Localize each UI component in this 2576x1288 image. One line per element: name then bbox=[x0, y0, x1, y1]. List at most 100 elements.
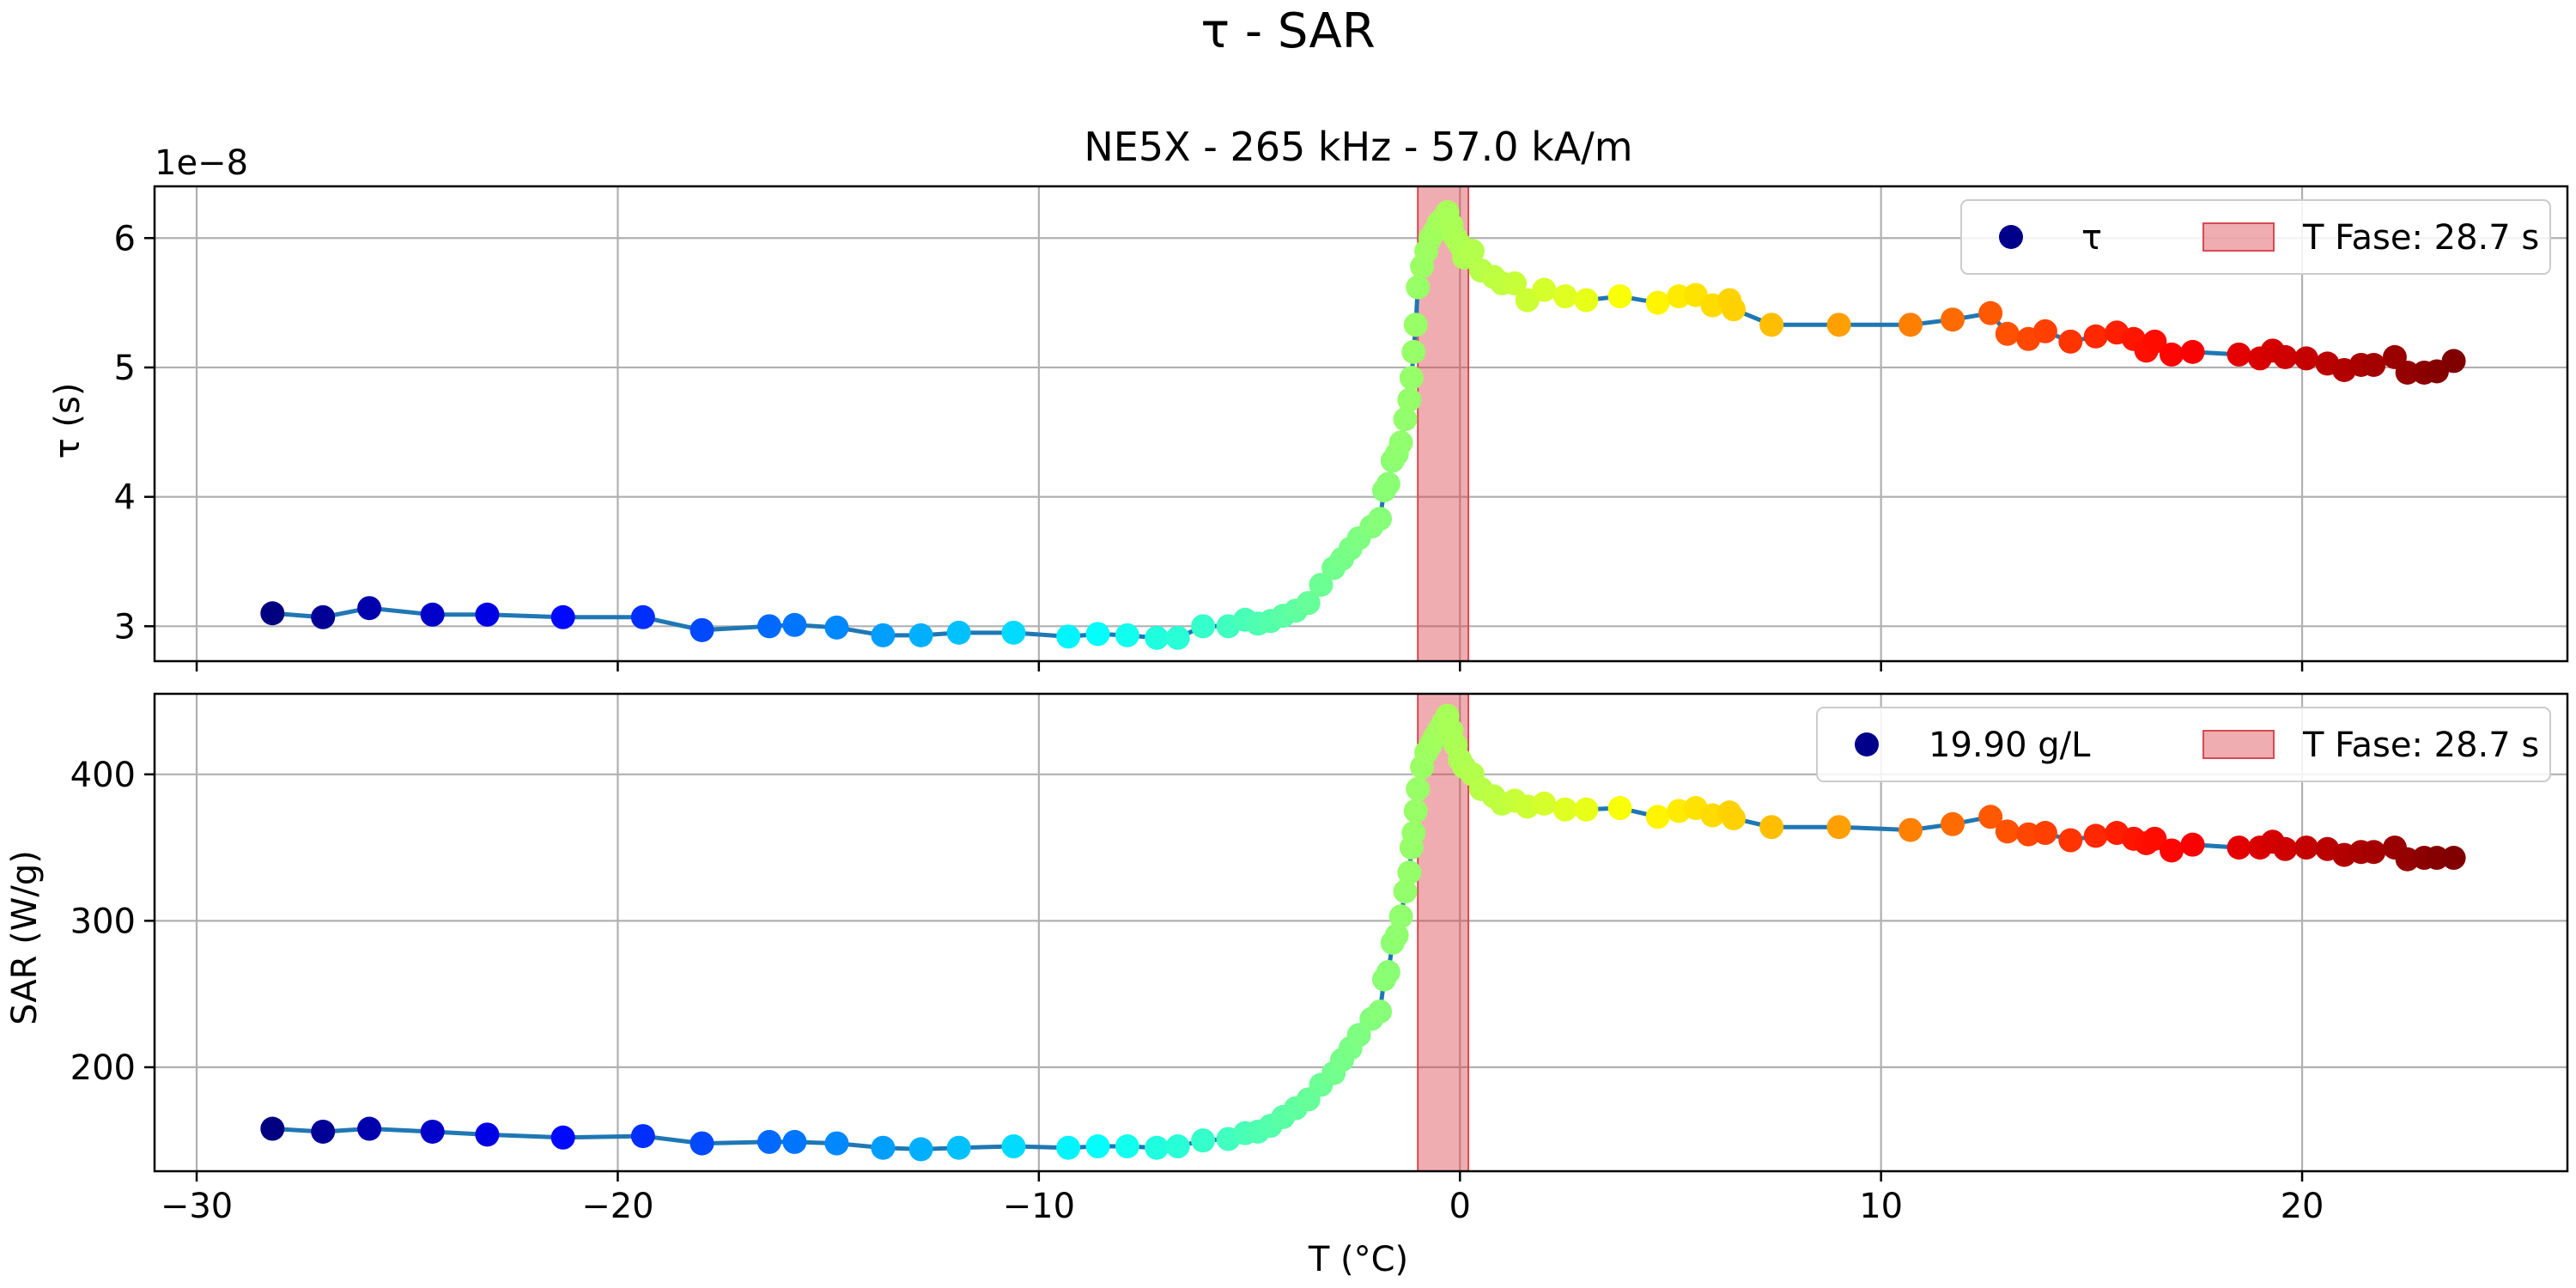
data-point bbox=[2142, 826, 2167, 851]
data-point bbox=[690, 617, 714, 642]
data-point bbox=[946, 620, 971, 645]
data-point bbox=[1552, 797, 1577, 822]
data-point bbox=[1368, 999, 1393, 1024]
data-point bbox=[1376, 471, 1400, 496]
data-point bbox=[2293, 835, 2318, 860]
data-point bbox=[1001, 620, 1026, 645]
data-point bbox=[1722, 805, 1747, 830]
data-point bbox=[475, 1122, 500, 1147]
data-point bbox=[2142, 329, 2167, 354]
data-point bbox=[1393, 407, 1418, 432]
data-point bbox=[1388, 430, 1413, 455]
data-point bbox=[550, 1125, 575, 1150]
data-point bbox=[824, 615, 849, 640]
data-point bbox=[1759, 815, 1784, 840]
legend: τ T Fase: 28.7 s bbox=[1960, 199, 2551, 275]
data-point bbox=[1403, 799, 1428, 823]
data-point bbox=[2160, 838, 2184, 863]
data-point bbox=[357, 596, 382, 621]
data-point bbox=[1978, 805, 2003, 829]
x-tick-label: −30 bbox=[161, 1187, 233, 1226]
data-point bbox=[1406, 275, 1431, 300]
legend-frame bbox=[1816, 707, 2551, 782]
data-point bbox=[756, 1129, 781, 1154]
tau-y-axis-label: τ (s) bbox=[48, 383, 88, 459]
figure-suptitle: τ - SAR bbox=[1200, 3, 1375, 59]
sar-y-axis-label: SAR (W/g) bbox=[5, 850, 45, 1025]
data-point bbox=[1995, 819, 2020, 844]
data-point bbox=[1397, 860, 1422, 885]
data-point bbox=[1552, 284, 1577, 309]
data-point bbox=[1376, 960, 1400, 985]
axes-frame bbox=[153, 185, 2569, 663]
legend-frame bbox=[1960, 199, 2551, 275]
legend-marker bbox=[1999, 225, 2023, 249]
legend-label: τ bbox=[2081, 218, 2102, 258]
data-point bbox=[1401, 339, 1426, 364]
legend-patch bbox=[2202, 730, 2275, 759]
data-point bbox=[2058, 329, 2083, 354]
data-point bbox=[1995, 321, 2020, 346]
data-point bbox=[1532, 277, 1557, 302]
data-point bbox=[1406, 776, 1431, 801]
data-point bbox=[1388, 904, 1413, 929]
data-point bbox=[1165, 625, 1190, 650]
axes-frame bbox=[153, 692, 2569, 1173]
y-tick-label: 5 bbox=[114, 349, 136, 388]
data-point bbox=[2441, 846, 2466, 871]
data-point bbox=[1001, 1134, 1026, 1159]
x-tick-label: 10 bbox=[1859, 1187, 1903, 1226]
tau-offset-label: 1e−8 bbox=[155, 143, 248, 183]
data-point bbox=[475, 602, 500, 627]
tau-panel-title: NE5X - 265 kHz - 57.0 kA/m bbox=[1084, 124, 1632, 170]
data-point bbox=[1574, 797, 1599, 822]
data-point bbox=[1978, 301, 2003, 325]
data-point bbox=[420, 602, 445, 627]
data-point bbox=[2180, 832, 2205, 857]
data-point bbox=[1645, 805, 1670, 829]
data-point bbox=[2227, 342, 2251, 367]
data-point bbox=[2395, 360, 2420, 385]
data-point bbox=[2273, 836, 2298, 861]
data-point bbox=[2227, 835, 2251, 860]
data-point bbox=[1368, 507, 1393, 532]
data-point bbox=[357, 1116, 382, 1141]
y-tick-label: 300 bbox=[70, 902, 136, 941]
data-point bbox=[1826, 815, 1851, 840]
data-point bbox=[311, 1119, 336, 1144]
data-point bbox=[630, 605, 655, 629]
data-point bbox=[1115, 1134, 1139, 1159]
data-point bbox=[1826, 313, 1851, 337]
data-point bbox=[2293, 346, 2318, 371]
plot-area bbox=[260, 703, 2466, 1162]
legend-label: T Fase: 28.7 s bbox=[2302, 218, 2539, 258]
data-point bbox=[1296, 591, 1321, 616]
y-tick-label: 4 bbox=[114, 478, 136, 518]
legend-marker bbox=[1855, 732, 1879, 756]
data-point bbox=[1399, 366, 1424, 391]
data-point bbox=[2083, 823, 2108, 848]
data-point bbox=[1309, 573, 1334, 598]
data-point bbox=[2058, 828, 2083, 853]
y-tick-label: 3 bbox=[114, 607, 136, 647]
data-point bbox=[311, 605, 336, 629]
data-point bbox=[2032, 821, 2057, 846]
data-point bbox=[1607, 284, 1632, 309]
data-point bbox=[1403, 313, 1428, 337]
plot-area bbox=[260, 200, 2466, 650]
y-tick-label: 200 bbox=[70, 1048, 136, 1088]
data-point bbox=[1401, 821, 1426, 846]
data-point bbox=[1056, 1135, 1081, 1160]
data-point bbox=[260, 1116, 285, 1141]
data-point bbox=[1165, 1134, 1190, 1159]
data-point bbox=[2083, 324, 2108, 349]
x-tick-label: −10 bbox=[1003, 1187, 1075, 1226]
x-tick-label: −20 bbox=[581, 1187, 653, 1226]
data-point bbox=[1532, 791, 1557, 816]
data-point bbox=[1722, 297, 1747, 322]
data-point bbox=[2160, 342, 2184, 367]
data-point bbox=[2424, 846, 2449, 871]
data-point bbox=[2361, 840, 2386, 865]
data-point bbox=[1085, 1134, 1110, 1159]
